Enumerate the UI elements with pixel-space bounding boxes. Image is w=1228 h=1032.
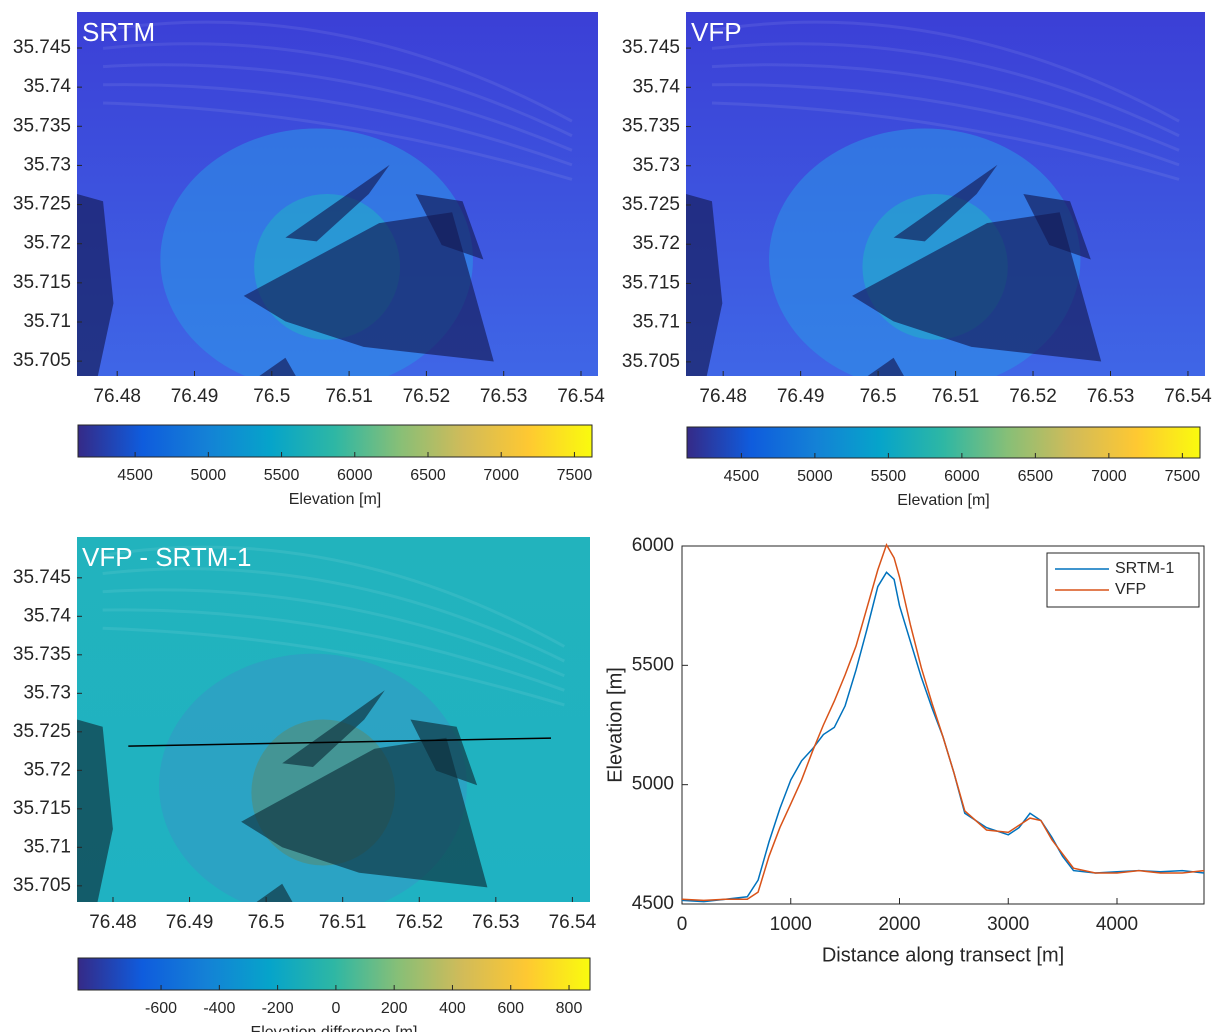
colorbar-tick-label: 200 (381, 1000, 408, 1017)
y-tick-label: 35.735 (622, 116, 680, 137)
colorbar-label: Elevation difference [m] (251, 1024, 418, 1032)
colorbar-tick-label: 0 (331, 1000, 340, 1017)
x-tick-label: 76.5 (860, 386, 897, 407)
x-tick-label: 76.52 (1009, 386, 1057, 407)
colorbar-tick-label: 6000 (337, 467, 373, 484)
colorbar-tick-label: 4500 (724, 468, 760, 485)
colorbar (78, 958, 590, 990)
x-tick-label: 76.49 (171, 386, 219, 407)
x-tick-label: 76.54 (1164, 386, 1212, 407)
y-tick-label: 35.71 (23, 836, 71, 857)
x-tick-label: 76.51 (325, 386, 373, 407)
colorbar-label: Elevation [m] (289, 491, 381, 508)
x-tick-label: 76.5 (253, 386, 290, 407)
colorbar (687, 427, 1200, 458)
x-tick-label: 76.53 (472, 912, 520, 933)
colorbar-tick-label: 6000 (944, 468, 980, 485)
y-tick-label: 35.735 (13, 644, 71, 665)
map-label: VFP (691, 17, 742, 47)
colorbar-tick-label: -200 (262, 1000, 294, 1017)
map-label: VFP - SRTM-1 (82, 542, 252, 572)
y-axis-label: Elevation [m] (604, 667, 626, 783)
colorbar-tick-label: 4500 (117, 467, 153, 484)
y-tick-label: 35.73 (23, 154, 71, 175)
y-tick-label: 35.715 (622, 272, 680, 293)
colorbar-tick-label: 6500 (410, 467, 446, 484)
x-tick-label: 76.54 (557, 386, 605, 407)
x-tick-label: 76.52 (403, 386, 451, 407)
y-tick-label: 5500 (632, 654, 674, 675)
colorbar-tick-label: -600 (145, 1000, 177, 1017)
colorbar-tick-label: 600 (497, 1000, 524, 1017)
map-image (686, 12, 1205, 391)
y-tick-label: 35.71 (23, 311, 71, 332)
legend-label: VFP (1115, 581, 1146, 598)
y-tick-label: 35.705 (13, 875, 71, 896)
colorbar-tick-label: 800 (556, 1000, 583, 1017)
x-tick-label: 76.48 (699, 386, 747, 407)
colorbar-tick-label: 400 (439, 1000, 466, 1017)
y-tick-label: 35.735 (13, 115, 71, 136)
y-tick-label: 35.72 (632, 233, 680, 254)
colorbar-tick-label: 5500 (264, 467, 300, 484)
y-tick-label: 5000 (632, 774, 674, 795)
x-tick-label: 76.48 (93, 386, 141, 407)
y-tick-label: 35.705 (622, 351, 680, 372)
colorbar-tick-label: 5000 (191, 467, 227, 484)
colorbar-tick-label: 5500 (871, 468, 907, 485)
x-tick-label: 76.53 (1087, 386, 1135, 407)
x-tick-label: 76.5 (248, 912, 285, 933)
y-tick-label: 35.73 (23, 682, 71, 703)
colorbar-tick-label: 6500 (1018, 468, 1054, 485)
x-axis-label: Distance along transect [m] (822, 944, 1064, 966)
x-tick-label: 76.51 (932, 386, 980, 407)
colorbar-tick-label: 7500 (557, 467, 593, 484)
x-tick-label: 76.53 (480, 386, 528, 407)
x-tick-label: 76.54 (549, 912, 597, 933)
figure: SRTM 76.48 76.49 76.5 76.51 76.52 76.53 76.54 35… (0, 0, 1228, 1032)
map-image (77, 12, 598, 391)
x-tick-label: 3000 (987, 914, 1029, 935)
colorbar-tick-label: -400 (203, 1000, 235, 1017)
x-tick-label: 76.52 (395, 912, 443, 933)
colorbar-label: Elevation [m] (897, 492, 989, 509)
x-tick-label: 76.49 (777, 386, 825, 407)
y-tick-label: 35.72 (23, 233, 71, 254)
colorbar-tick-label: 7500 (1165, 468, 1201, 485)
x-tick-label: 76.49 (166, 912, 214, 933)
y-tick-label: 35.715 (13, 272, 71, 293)
y-tick-label: 35.745 (13, 37, 71, 58)
y-tick-label: 35.72 (23, 759, 71, 780)
y-tick-label: 4500 (632, 893, 674, 914)
y-tick-label: 35.71 (632, 312, 680, 333)
y-tick-label: 6000 (632, 535, 674, 556)
map-image (77, 537, 590, 917)
y-tick-label: 35.74 (23, 605, 71, 626)
y-tick-label: 35.745 (13, 567, 71, 588)
y-tick-label: 35.73 (632, 155, 680, 176)
y-tick-label: 35.725 (622, 194, 680, 215)
x-tick-label: 1000 (770, 914, 812, 935)
map-label: SRTM (82, 17, 155, 47)
colorbar-tick-label: 5000 (797, 468, 833, 485)
y-tick-label: 35.725 (13, 194, 71, 215)
x-tick-label: 0 (677, 914, 688, 935)
x-tick-label: 76.48 (89, 912, 137, 933)
legend-label: SRTM-1 (1115, 560, 1174, 577)
y-tick-label: 35.74 (23, 76, 71, 97)
colorbar-tick-label: 7000 (483, 467, 519, 484)
y-tick-label: 35.725 (13, 721, 71, 742)
y-tick-label: 35.74 (632, 76, 680, 97)
y-tick-label: 35.715 (13, 798, 71, 819)
y-tick-label: 35.705 (13, 350, 71, 371)
y-tick-label: 35.745 (622, 37, 680, 58)
x-tick-label: 76.51 (319, 912, 367, 933)
colorbar (78, 425, 592, 457)
x-tick-label: 4000 (1096, 914, 1138, 935)
colorbar-tick-label: 7000 (1091, 468, 1127, 485)
x-tick-label: 2000 (878, 914, 920, 935)
